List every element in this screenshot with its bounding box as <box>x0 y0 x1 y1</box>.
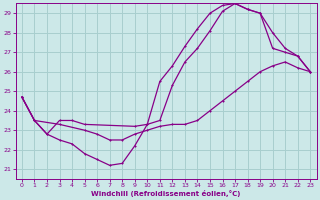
X-axis label: Windchill (Refroidissement éolien,°C): Windchill (Refroidissement éolien,°C) <box>92 190 241 197</box>
